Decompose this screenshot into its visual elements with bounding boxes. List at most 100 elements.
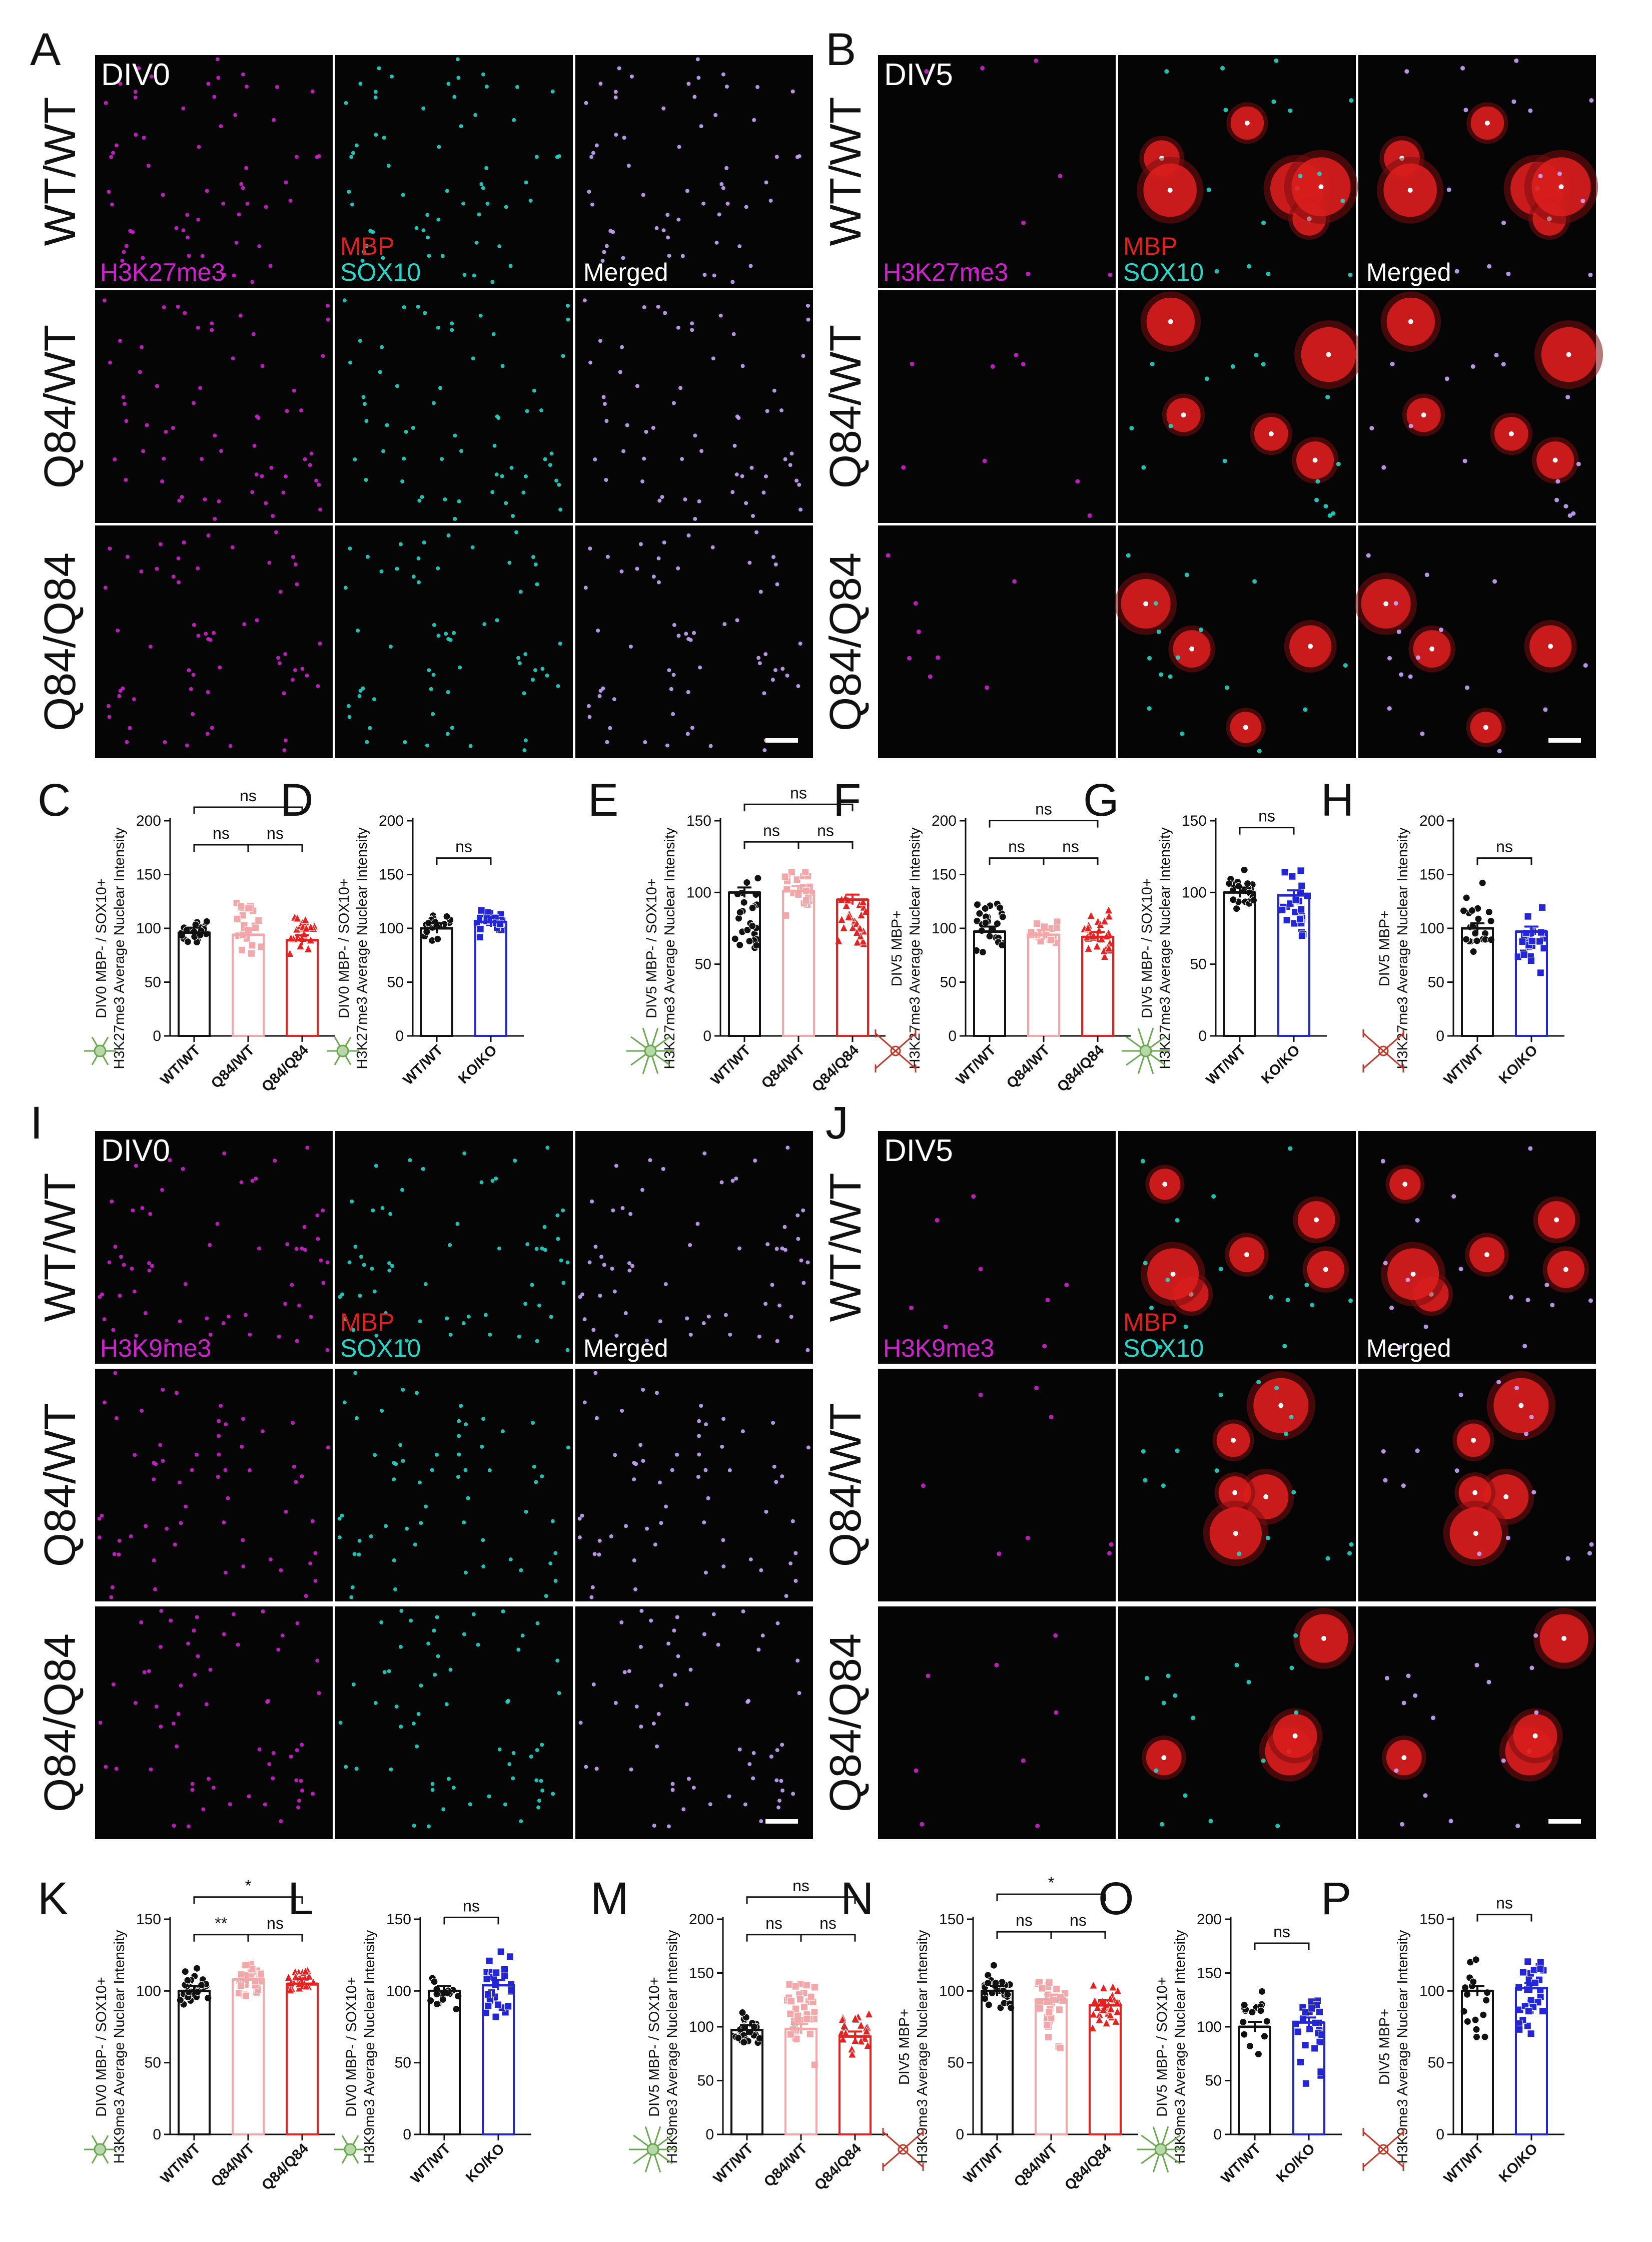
icon-process — [895, 1050, 917, 1072]
nucleus — [657, 1480, 662, 1485]
nucleus — [711, 356, 715, 361]
nucleus — [798, 642, 802, 646]
nucleus — [566, 1445, 570, 1450]
nucleus — [675, 1452, 679, 1457]
nucleus — [158, 1443, 163, 1447]
nucleus — [770, 1283, 774, 1287]
nucleus — [793, 1578, 798, 1583]
nucleus — [511, 1751, 516, 1756]
nucleus — [1383, 1478, 1388, 1483]
y-tick-label: 0 — [153, 1028, 161, 1044]
nucleus — [1231, 1437, 1236, 1443]
nucleus — [664, 1504, 668, 1509]
nucleus — [1501, 362, 1506, 367]
nucleus — [590, 202, 594, 207]
nucleus — [1310, 1303, 1315, 1308]
data-point — [301, 1966, 310, 1975]
nucleus — [1369, 426, 1374, 431]
nucleus — [670, 1788, 675, 1792]
nucleus — [659, 1521, 663, 1525]
icon-process — [882, 2148, 904, 2171]
nucleus — [971, 1194, 976, 1199]
data-point — [1472, 2025, 1480, 2033]
nucleus — [288, 198, 293, 203]
icon-process — [1362, 2148, 1384, 2171]
nucleus — [690, 726, 694, 730]
nucleus — [309, 1315, 313, 1319]
nucleus — [457, 499, 461, 503]
nucleus — [712, 273, 716, 278]
data-point — [810, 2008, 818, 2016]
nucleus — [1347, 1551, 1352, 1556]
y-tick-label: 150 — [386, 1911, 411, 1928]
micrograph-j-r3-c3 — [1358, 1606, 1596, 1839]
nucleus — [500, 1429, 505, 1434]
nucleus — [487, 1794, 491, 1799]
data-point — [248, 941, 256, 949]
nucleus — [688, 638, 693, 642]
nucleus — [1054, 1710, 1059, 1715]
data-point — [1260, 2032, 1268, 2040]
nucleus — [400, 479, 405, 484]
nucleus — [608, 726, 612, 730]
nucleus — [346, 704, 351, 708]
nucleus — [420, 495, 424, 499]
x-tick-label: Q84/WT — [208, 2140, 258, 2190]
data-point — [1036, 2004, 1044, 2012]
nucleus — [97, 1535, 102, 1540]
nucleus — [310, 1519, 315, 1523]
nucleus — [261, 1609, 265, 1613]
panel-letter: C — [38, 775, 71, 826]
channel-label: Merged — [1366, 258, 1451, 286]
nucleus — [149, 1767, 153, 1772]
nucleus — [441, 1807, 446, 1812]
nucleus — [436, 1654, 440, 1658]
nucleus — [901, 465, 906, 470]
nucleus — [132, 697, 136, 702]
data-point — [1045, 2033, 1053, 2041]
nucleus — [283, 738, 288, 743]
nucleus — [161, 1387, 165, 1392]
nucleus — [794, 478, 799, 483]
data-point — [184, 938, 192, 946]
scale-bar — [1548, 738, 1581, 743]
nucleus — [276, 656, 281, 660]
nucleus — [176, 1712, 181, 1716]
nucleus — [318, 507, 323, 512]
data-point — [840, 2020, 849, 2029]
nucleus — [1515, 1824, 1520, 1829]
nucleus — [215, 1222, 220, 1226]
nucleus — [1021, 362, 1026, 367]
nucleus — [543, 1248, 547, 1252]
channel-label: Merged — [1366, 1334, 1451, 1362]
nucleus — [351, 1682, 356, 1687]
nucleus — [697, 499, 701, 503]
nucleus — [745, 1700, 750, 1704]
nucleus — [994, 1662, 999, 1667]
data-point — [1524, 2007, 1532, 2015]
nucleus — [1323, 1267, 1328, 1272]
nucleus — [425, 213, 430, 217]
nucleus — [731, 332, 736, 336]
nucleus — [338, 1721, 343, 1725]
x-tick-label: WT/WT — [408, 2140, 454, 2186]
nucleus — [457, 1419, 461, 1423]
nucleus — [161, 193, 165, 197]
nucleus — [141, 449, 146, 453]
x-tick-label: Q84/Q84 — [809, 1042, 862, 1095]
nucleus — [104, 101, 108, 105]
data-point — [1035, 1978, 1043, 1986]
nucleus — [702, 1632, 706, 1636]
nucleus — [468, 744, 473, 748]
nucleus — [1108, 272, 1113, 277]
nucleus — [1058, 174, 1063, 179]
nucleus — [1415, 1448, 1420, 1453]
nucleus — [479, 1180, 484, 1185]
data-point — [237, 902, 245, 910]
data-point — [1033, 920, 1041, 928]
nucleus — [102, 1400, 107, 1405]
nucleus — [513, 1159, 517, 1163]
data-point — [1089, 1980, 1098, 1989]
nucleus — [554, 478, 559, 483]
data-point — [1301, 2041, 1309, 2049]
